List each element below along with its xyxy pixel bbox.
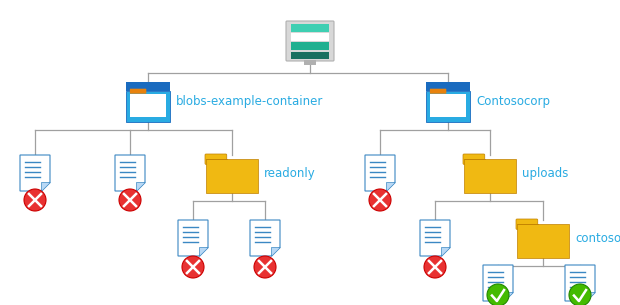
Circle shape [182,256,204,278]
Bar [430,94,466,117]
Bar [426,91,470,122]
Bar [206,159,258,193]
Polygon shape [271,247,280,256]
Circle shape [487,284,509,305]
Bar [291,52,329,59]
Text: readonly: readonly [264,167,316,181]
Polygon shape [20,155,50,191]
Polygon shape [115,155,145,191]
Circle shape [424,256,446,278]
FancyBboxPatch shape [516,219,538,229]
Polygon shape [565,265,595,301]
Polygon shape [586,292,595,301]
Circle shape [569,284,591,305]
Bar [426,82,470,91]
Text: Contosocorp: Contosocorp [476,95,550,109]
FancyBboxPatch shape [205,154,227,164]
Polygon shape [199,247,208,256]
Circle shape [119,189,141,211]
FancyBboxPatch shape [130,89,146,94]
Bar [130,94,166,117]
Polygon shape [41,182,50,191]
Text: blobs-example-container: blobs-example-container [176,95,324,109]
Polygon shape [250,220,280,256]
Circle shape [254,256,276,278]
Polygon shape [136,182,145,191]
Polygon shape [365,155,395,191]
Bar [291,42,329,50]
Bar [464,159,516,193]
Circle shape [369,189,391,211]
Circle shape [24,189,46,211]
Polygon shape [483,265,513,301]
Polygon shape [178,220,208,256]
Polygon shape [386,182,395,191]
FancyBboxPatch shape [430,89,446,94]
Bar [291,24,329,32]
Bar [291,33,329,41]
Polygon shape [420,220,450,256]
Polygon shape [441,247,450,256]
Text: contoso: contoso [575,232,620,246]
Polygon shape [504,292,513,301]
FancyBboxPatch shape [463,154,485,164]
Bar [126,91,170,122]
Bar [517,224,569,258]
Bar [126,82,170,91]
Bar [304,60,316,65]
Text: uploads: uploads [522,167,569,181]
FancyBboxPatch shape [286,21,334,61]
